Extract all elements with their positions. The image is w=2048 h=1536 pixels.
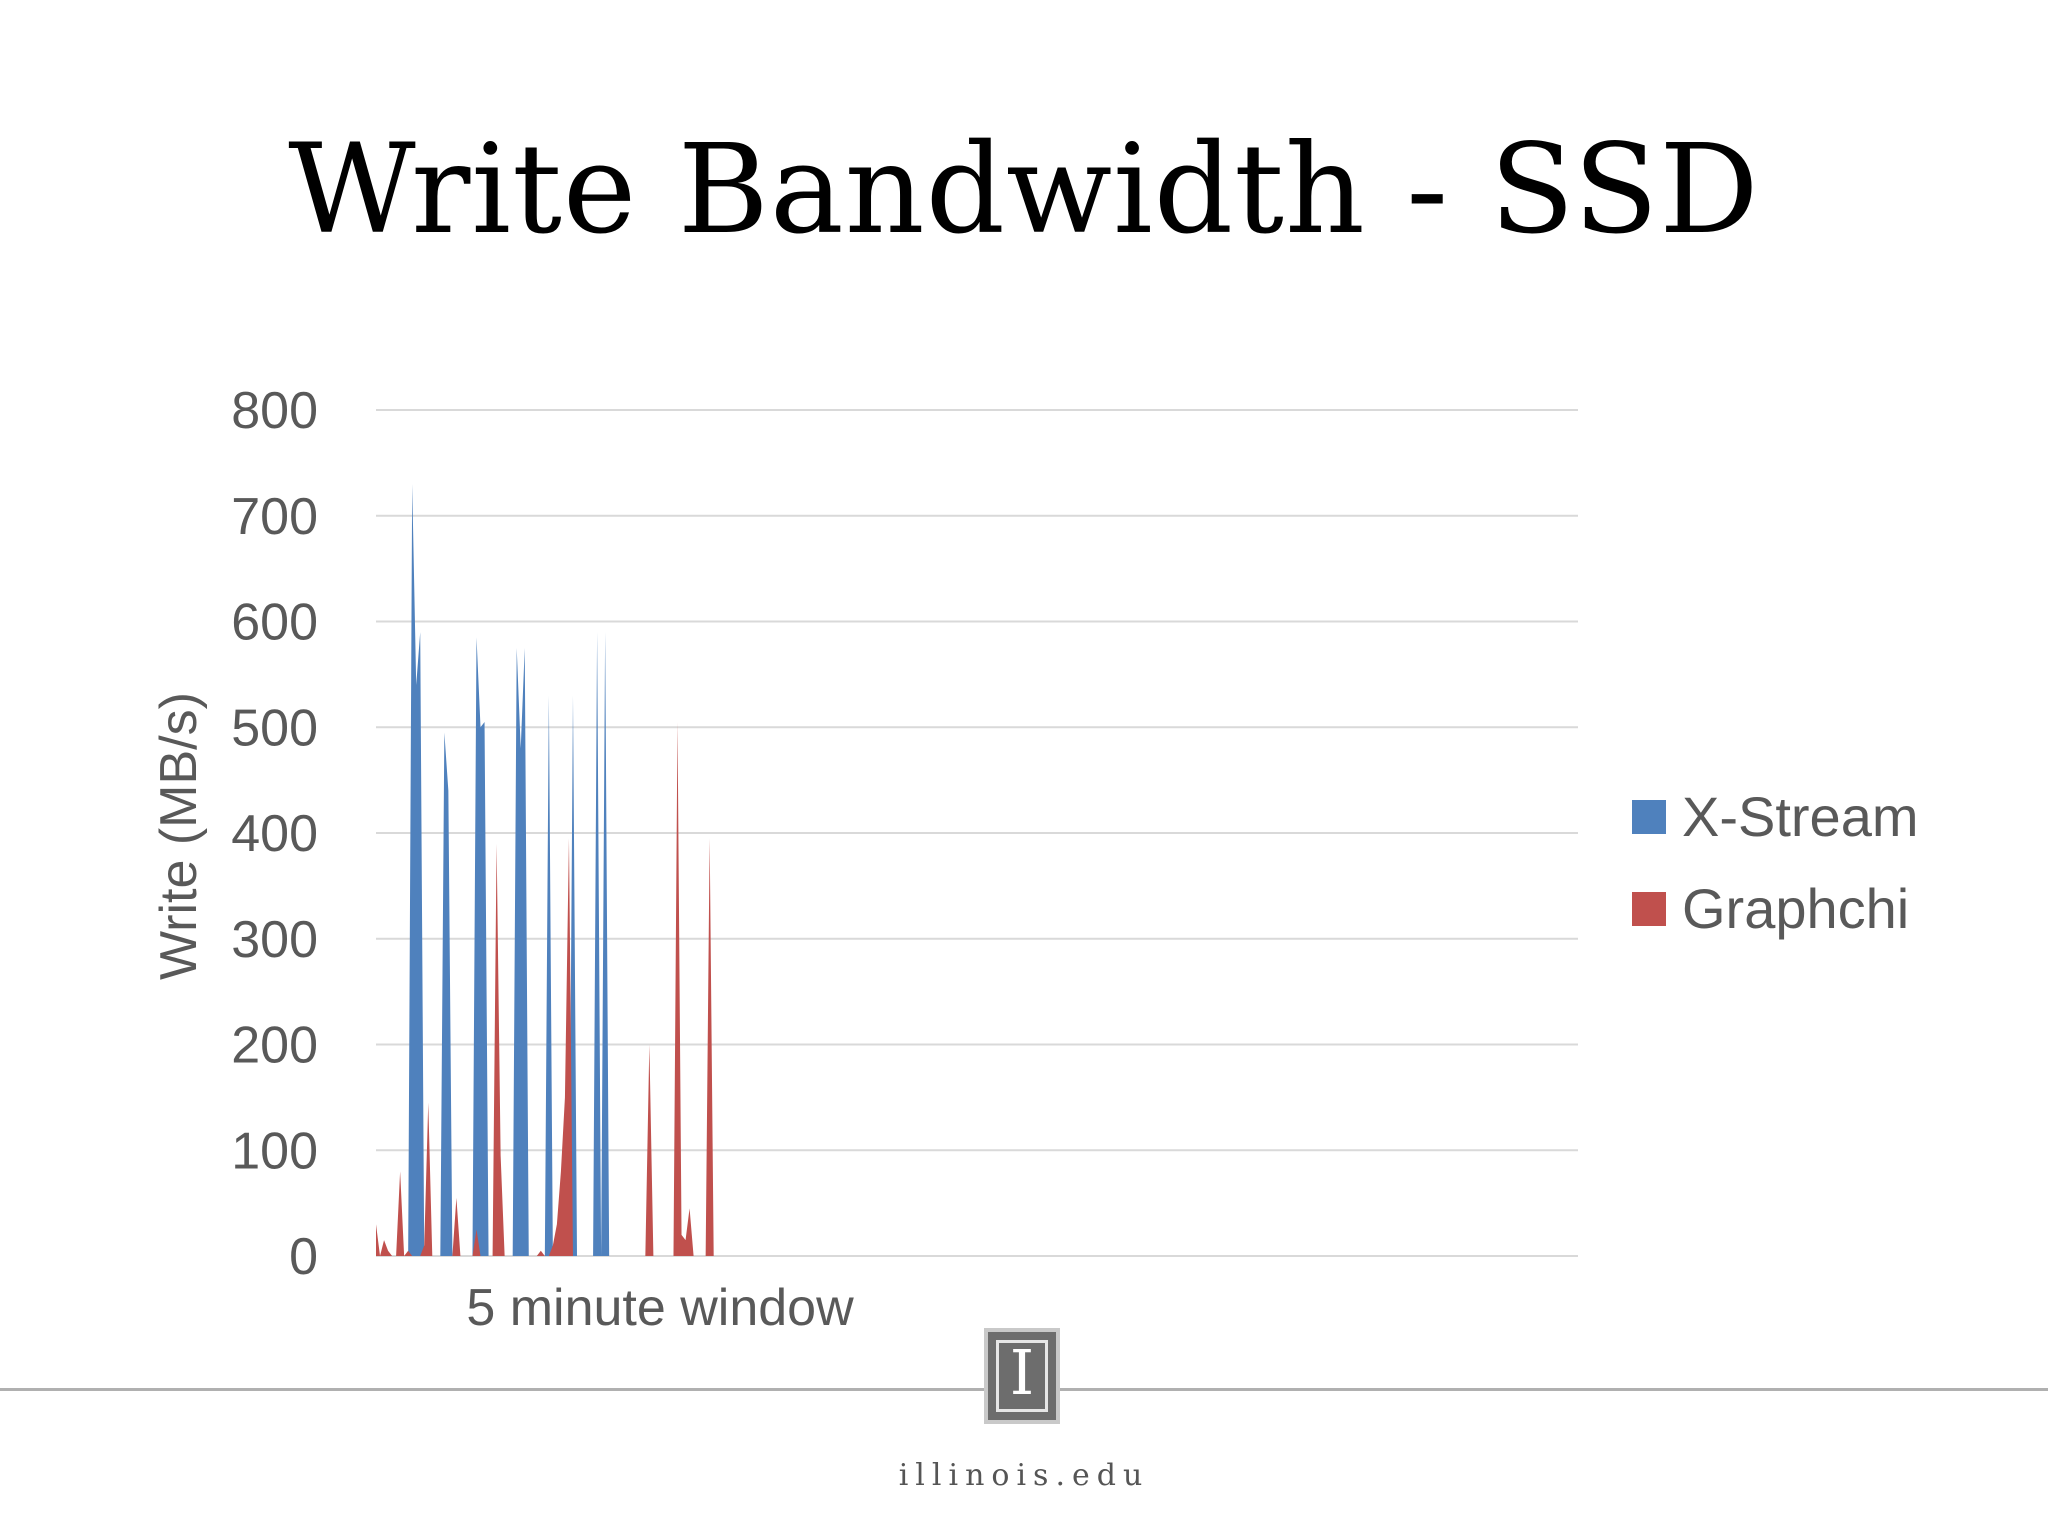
y-tick-label: 300 xyxy=(231,911,318,969)
university-logo: I xyxy=(984,1328,1060,1424)
y-tick-label: 0 xyxy=(289,1228,318,1286)
y-tick-label: 800 xyxy=(231,382,318,440)
logo-frame xyxy=(996,1340,1048,1412)
series-area-x-stream xyxy=(376,484,1603,1256)
plot-area xyxy=(376,484,1643,1256)
legend-label: Graphchi xyxy=(1682,877,1909,940)
series-area-graphchi xyxy=(376,721,1643,1256)
y-tick-label: 700 xyxy=(231,488,318,546)
logo-letter: I xyxy=(1009,1336,1035,1409)
y-tick-label: 500 xyxy=(231,699,318,757)
y-tick-label: 600 xyxy=(231,594,318,652)
legend-swatch xyxy=(1632,892,1666,926)
legend: X-Stream Graphchi xyxy=(1632,785,1919,940)
footer-url: illinois.edu xyxy=(898,1458,1150,1493)
gridlines xyxy=(376,409,1578,1257)
legend-label: X-Stream xyxy=(1682,785,1919,848)
legend-swatch xyxy=(1632,800,1666,834)
y-tick-labels: 0 100 200 300 400 500 600 700 800 xyxy=(231,382,318,1286)
x-axis-title: 5 minute window xyxy=(466,1279,854,1337)
y-tick-label: 200 xyxy=(231,1017,318,1075)
chart: 0 100 200 300 400 500 600 700 800 Write (MB/s) 5… xyxy=(150,382,1919,1337)
slide-title: Write Bandwidth - SSD xyxy=(288,118,1760,262)
y-tick-label: 100 xyxy=(231,1122,318,1180)
y-axis-title: Write (MB/s) xyxy=(150,692,208,980)
y-tick-label: 400 xyxy=(231,805,318,863)
